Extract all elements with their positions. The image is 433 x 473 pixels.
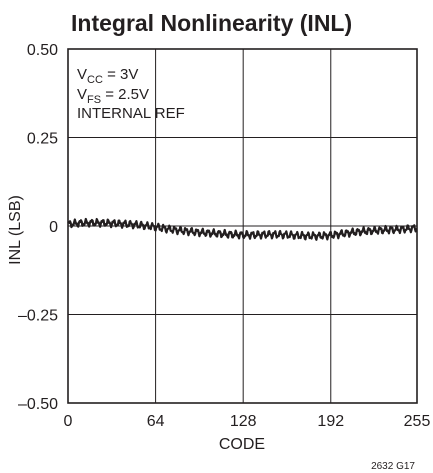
- y-tick-label: 0.25: [27, 131, 58, 148]
- y-tick-label: –0.50: [18, 396, 58, 413]
- vcc-annotation: VCC = 3V: [77, 66, 138, 86]
- x-axis-label: CODE: [219, 436, 265, 453]
- tick-labels: 0 64 128 192 255 0.50 0.25 0 –0.25 –0.50: [18, 42, 430, 430]
- y-tick-label: 0: [49, 219, 58, 236]
- reference-annotation: INTERNAL REF: [77, 105, 185, 122]
- y-axis-label: INL (LSB): [7, 195, 24, 265]
- x-tick-label: 0: [64, 413, 73, 430]
- y-tick-label: –0.25: [18, 308, 58, 325]
- plot-frame: [67, 48, 418, 404]
- conditions-annotation: VCC = 3V VFS = 2.5V INTERNAL REF: [77, 66, 185, 122]
- x-tick-label: 128: [230, 413, 257, 430]
- x-tick-label: 255: [404, 413, 431, 430]
- x-tick-label: 192: [317, 413, 344, 430]
- chart-title: Integral Nonlinearity (INL): [71, 10, 352, 36]
- inl-series-line: [67, 217, 418, 241]
- x-tick-label: 64: [147, 413, 165, 430]
- vfs-annotation: VFS = 2.5V: [77, 86, 149, 106]
- y-tick-label: 0.50: [27, 42, 58, 59]
- figure-id: 2632 G17: [371, 461, 415, 472]
